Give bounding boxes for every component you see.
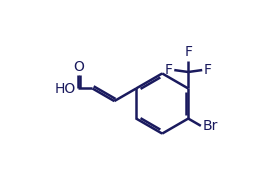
Text: F: F [184, 45, 192, 59]
Text: HO: HO [55, 82, 76, 96]
Text: F: F [204, 63, 212, 77]
Text: O: O [73, 60, 84, 74]
Text: Br: Br [202, 119, 218, 133]
Text: F: F [165, 63, 173, 77]
